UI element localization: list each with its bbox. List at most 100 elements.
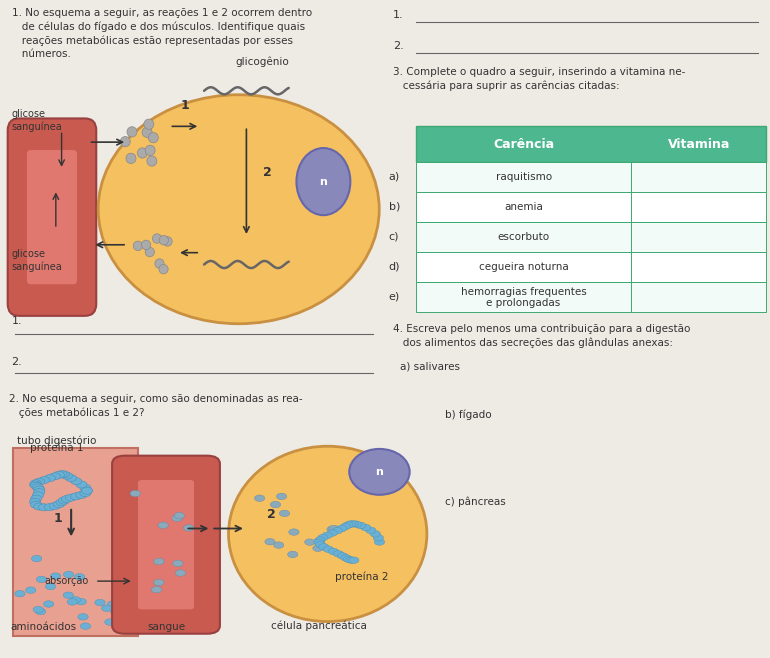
Text: 2.: 2.: [12, 357, 22, 367]
Text: sangue: sangue: [147, 622, 185, 632]
Circle shape: [349, 557, 359, 563]
Circle shape: [174, 513, 185, 519]
Circle shape: [34, 503, 45, 510]
Circle shape: [71, 478, 82, 485]
Circle shape: [75, 492, 87, 498]
Bar: [416, 252, 766, 282]
Circle shape: [105, 619, 115, 625]
Circle shape: [154, 579, 164, 586]
Ellipse shape: [229, 446, 427, 622]
Circle shape: [318, 534, 328, 541]
Bar: [416, 126, 766, 162]
Text: 1: 1: [54, 512, 62, 525]
Text: glicose
sanguínea: glicose sanguínea: [12, 109, 62, 132]
Text: escorbuto: escorbuto: [497, 232, 550, 242]
Circle shape: [163, 237, 172, 246]
Circle shape: [102, 605, 112, 611]
Text: Vitamina: Vitamina: [668, 138, 730, 151]
Circle shape: [315, 542, 326, 548]
Circle shape: [152, 586, 162, 593]
Ellipse shape: [350, 449, 410, 495]
Circle shape: [75, 574, 85, 580]
Circle shape: [50, 573, 61, 579]
Text: anemia: anemia: [504, 202, 543, 212]
Circle shape: [65, 474, 76, 482]
Circle shape: [32, 484, 44, 491]
Circle shape: [340, 523, 350, 530]
Bar: [416, 222, 766, 252]
Text: glicose
sanguínea: glicose sanguínea: [12, 249, 62, 272]
Circle shape: [319, 544, 329, 550]
Circle shape: [56, 499, 67, 506]
Text: célula pancreática: célula pancreática: [271, 620, 367, 631]
Circle shape: [62, 472, 72, 479]
Circle shape: [120, 136, 130, 147]
Circle shape: [108, 601, 118, 607]
Circle shape: [142, 240, 151, 249]
Circle shape: [254, 495, 265, 501]
Circle shape: [70, 597, 81, 603]
Circle shape: [273, 542, 284, 548]
Circle shape: [280, 510, 290, 517]
Text: proteína 2: proteína 2: [336, 572, 389, 582]
FancyBboxPatch shape: [8, 118, 96, 316]
Circle shape: [373, 534, 383, 541]
Circle shape: [343, 522, 353, 528]
FancyBboxPatch shape: [138, 480, 194, 609]
Circle shape: [36, 576, 47, 582]
Circle shape: [75, 481, 87, 488]
Ellipse shape: [98, 95, 380, 324]
Text: 1.: 1.: [393, 10, 403, 20]
Text: absorção: absorção: [45, 576, 89, 586]
Circle shape: [346, 557, 357, 563]
Text: cegueira noturna: cegueira noturna: [479, 262, 568, 272]
Text: b): b): [389, 202, 400, 212]
Circle shape: [265, 538, 275, 545]
Circle shape: [49, 473, 61, 480]
Circle shape: [59, 471, 69, 478]
Circle shape: [176, 570, 186, 576]
Circle shape: [343, 556, 353, 563]
Circle shape: [15, 590, 25, 597]
Text: 2: 2: [267, 508, 276, 520]
Circle shape: [155, 259, 164, 268]
Circle shape: [53, 501, 65, 508]
Text: 2.: 2.: [393, 41, 403, 51]
Circle shape: [29, 481, 41, 488]
Circle shape: [127, 127, 137, 137]
Text: e): e): [389, 292, 400, 302]
Circle shape: [49, 503, 61, 509]
Circle shape: [35, 609, 45, 615]
Circle shape: [270, 501, 281, 508]
Circle shape: [82, 487, 92, 494]
Circle shape: [337, 553, 348, 559]
Circle shape: [322, 532, 333, 539]
Circle shape: [315, 537, 325, 544]
Circle shape: [159, 236, 169, 245]
Circle shape: [30, 480, 42, 487]
Circle shape: [336, 525, 346, 532]
Circle shape: [289, 529, 299, 536]
Circle shape: [130, 490, 140, 497]
Circle shape: [172, 515, 182, 521]
Text: n: n: [320, 176, 327, 187]
Text: 4. Escreva pelo menos uma contribuição para a digestão
   dos alimentos das secr: 4. Escreva pelo menos uma contribuição p…: [393, 324, 690, 347]
Circle shape: [323, 546, 333, 553]
Circle shape: [305, 539, 315, 545]
Text: 1.: 1.: [12, 316, 22, 326]
Circle shape: [154, 558, 164, 565]
Circle shape: [370, 530, 380, 537]
Circle shape: [314, 539, 324, 545]
Circle shape: [63, 571, 74, 578]
Circle shape: [351, 521, 362, 528]
Circle shape: [59, 497, 69, 504]
Circle shape: [56, 470, 67, 478]
Circle shape: [38, 504, 50, 511]
Circle shape: [183, 524, 194, 531]
Bar: [416, 162, 766, 192]
Text: c): c): [389, 232, 400, 242]
Circle shape: [32, 555, 42, 562]
Circle shape: [287, 551, 298, 558]
Circle shape: [63, 592, 74, 598]
Text: 2: 2: [263, 166, 272, 179]
